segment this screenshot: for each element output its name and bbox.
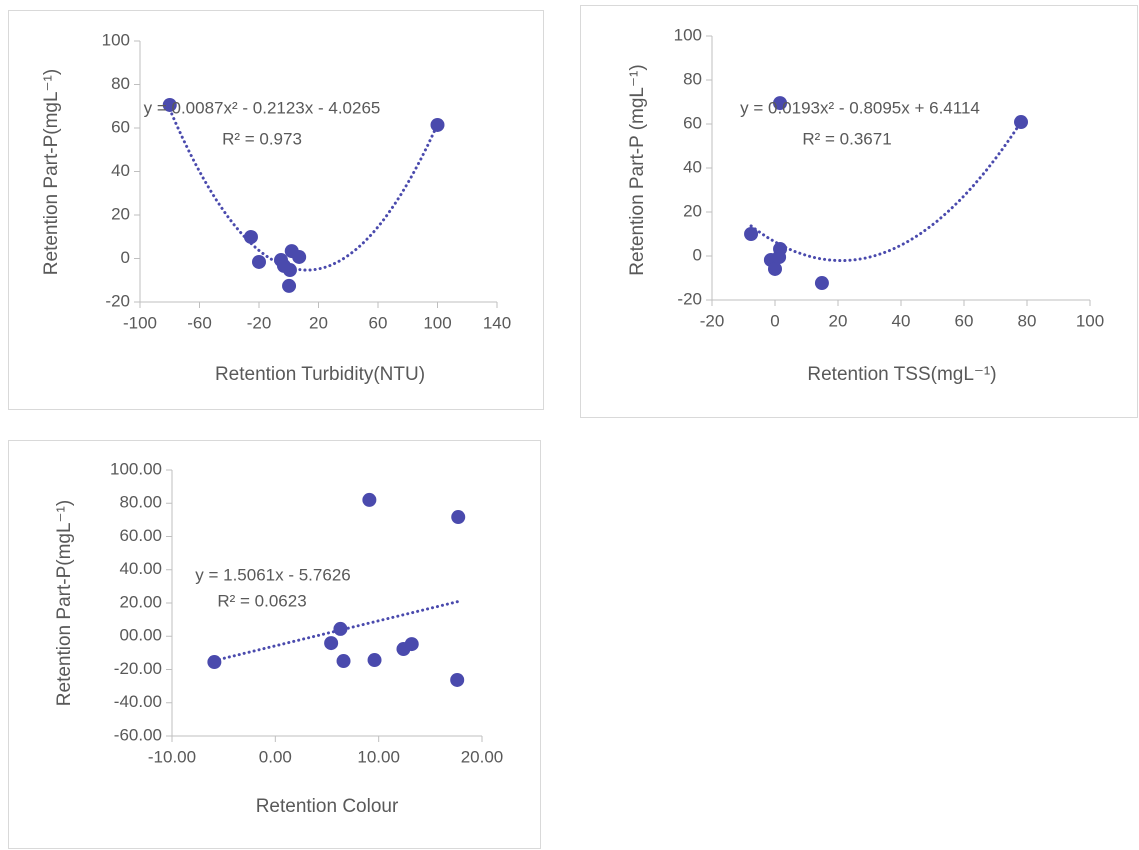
data-point <box>336 654 351 669</box>
data-point <box>768 261 782 276</box>
y-tick-label: 0 <box>121 248 130 267</box>
data-point <box>451 510 466 525</box>
x-tick-label: 60 <box>369 313 388 332</box>
y-tick-label: 40.00 <box>119 559 162 578</box>
x-axis-title: Retention Colour <box>256 796 399 817</box>
x-axis-title: Retention TSS(mgL⁻¹) <box>807 364 996 385</box>
x-tick-label: 20 <box>829 311 848 330</box>
chart-frame <box>8 440 541 849</box>
y-tick-label: -40.00 <box>114 692 162 711</box>
x-tick-label: -100 <box>123 313 157 332</box>
x-tick-label: -20 <box>247 313 272 332</box>
x-tick-label: -20 <box>700 311 725 330</box>
x-tick-label: 80 <box>1018 311 1037 330</box>
r-squared: R² = 0.973 <box>222 129 302 148</box>
y-tick-label: 100.00 <box>110 459 162 478</box>
data-point <box>744 227 759 241</box>
y-tick-label: 40 <box>683 157 702 176</box>
y-tick-label: 20 <box>111 204 130 223</box>
data-point <box>773 96 788 111</box>
trendline <box>212 600 460 663</box>
data-point <box>282 263 297 278</box>
y-tick-label: 60 <box>111 117 130 136</box>
x-tick-label: -10.00 <box>148 747 196 766</box>
x-tick-label: 60 <box>955 311 974 330</box>
trendline-equation: y = 1.5061x - 5.7626 <box>195 565 350 584</box>
data-point <box>207 655 222 670</box>
y-axis-title: Retention Part-P(mgL⁻¹) <box>54 500 75 706</box>
x-tick-label: 10.00 <box>357 747 400 766</box>
x-axis-title: Retention Turbidity(NTU) <box>215 364 425 385</box>
y-tick-label: 80.00 <box>119 493 162 512</box>
data-point <box>162 97 177 112</box>
y-tick-label: 100 <box>674 25 702 44</box>
trendline-equation: y = 0.0087x² - 0.2123x - 4.0265 <box>144 98 381 117</box>
y-tick-label: 20.00 <box>119 592 162 611</box>
r-squared: R² = 0.0623 <box>217 591 306 610</box>
data-point <box>367 653 382 668</box>
data-point <box>1014 115 1029 130</box>
y-tick-label: -60.00 <box>114 725 162 744</box>
y-tick-label: 60.00 <box>119 526 162 545</box>
y-tick-label: 80 <box>683 69 702 88</box>
y-tick-label: -20 <box>677 289 702 308</box>
y-tick-label: 60 <box>683 113 702 132</box>
x-tick-label: 20.00 <box>461 747 504 766</box>
data-point <box>814 276 829 291</box>
data-point <box>324 636 339 651</box>
y-tick-label: 0 <box>693 245 702 264</box>
y-tick-label: 00.00 <box>119 626 162 645</box>
y-axis-title: Retention Part-P(mgL⁻¹) <box>41 69 62 275</box>
chart-frame <box>8 10 544 410</box>
x-tick-label: -60 <box>187 313 212 332</box>
x-tick-label: 140 <box>483 313 511 332</box>
data-point <box>430 117 445 132</box>
trendline-equation: y = 0.0193x² - 0.8095x + 6.4114 <box>740 98 980 117</box>
y-tick-label: -20 <box>105 291 130 310</box>
data-point <box>243 229 258 244</box>
data-point <box>404 637 419 652</box>
data-point <box>252 254 266 269</box>
r-squared: R² = 0.3671 <box>802 129 891 148</box>
y-tick-label: 20 <box>683 201 702 220</box>
x-tick-label: 100 <box>1076 311 1104 330</box>
x-tick-label: 40 <box>892 311 911 330</box>
data-point <box>282 278 297 293</box>
x-tick-label: 100 <box>423 313 451 332</box>
y-tick-label: 80 <box>111 74 130 93</box>
data-point <box>772 250 787 265</box>
x-tick-label: 0 <box>770 311 779 330</box>
y-tick-label: 40 <box>111 161 130 180</box>
data-point <box>333 621 348 636</box>
y-axis-title: Retention Part-P (mgL⁻¹) <box>627 64 648 275</box>
y-tick-label: 100 <box>102 30 130 49</box>
data-point <box>450 672 465 687</box>
trendline <box>168 107 439 272</box>
chart-frame <box>580 5 1138 418</box>
trendline <box>749 120 1023 263</box>
data-point <box>362 492 377 507</box>
x-tick-label: 0.00 <box>259 747 292 766</box>
data-point <box>292 249 307 264</box>
y-tick-label: -20.00 <box>114 659 162 678</box>
x-tick-label: 20 <box>309 313 328 332</box>
